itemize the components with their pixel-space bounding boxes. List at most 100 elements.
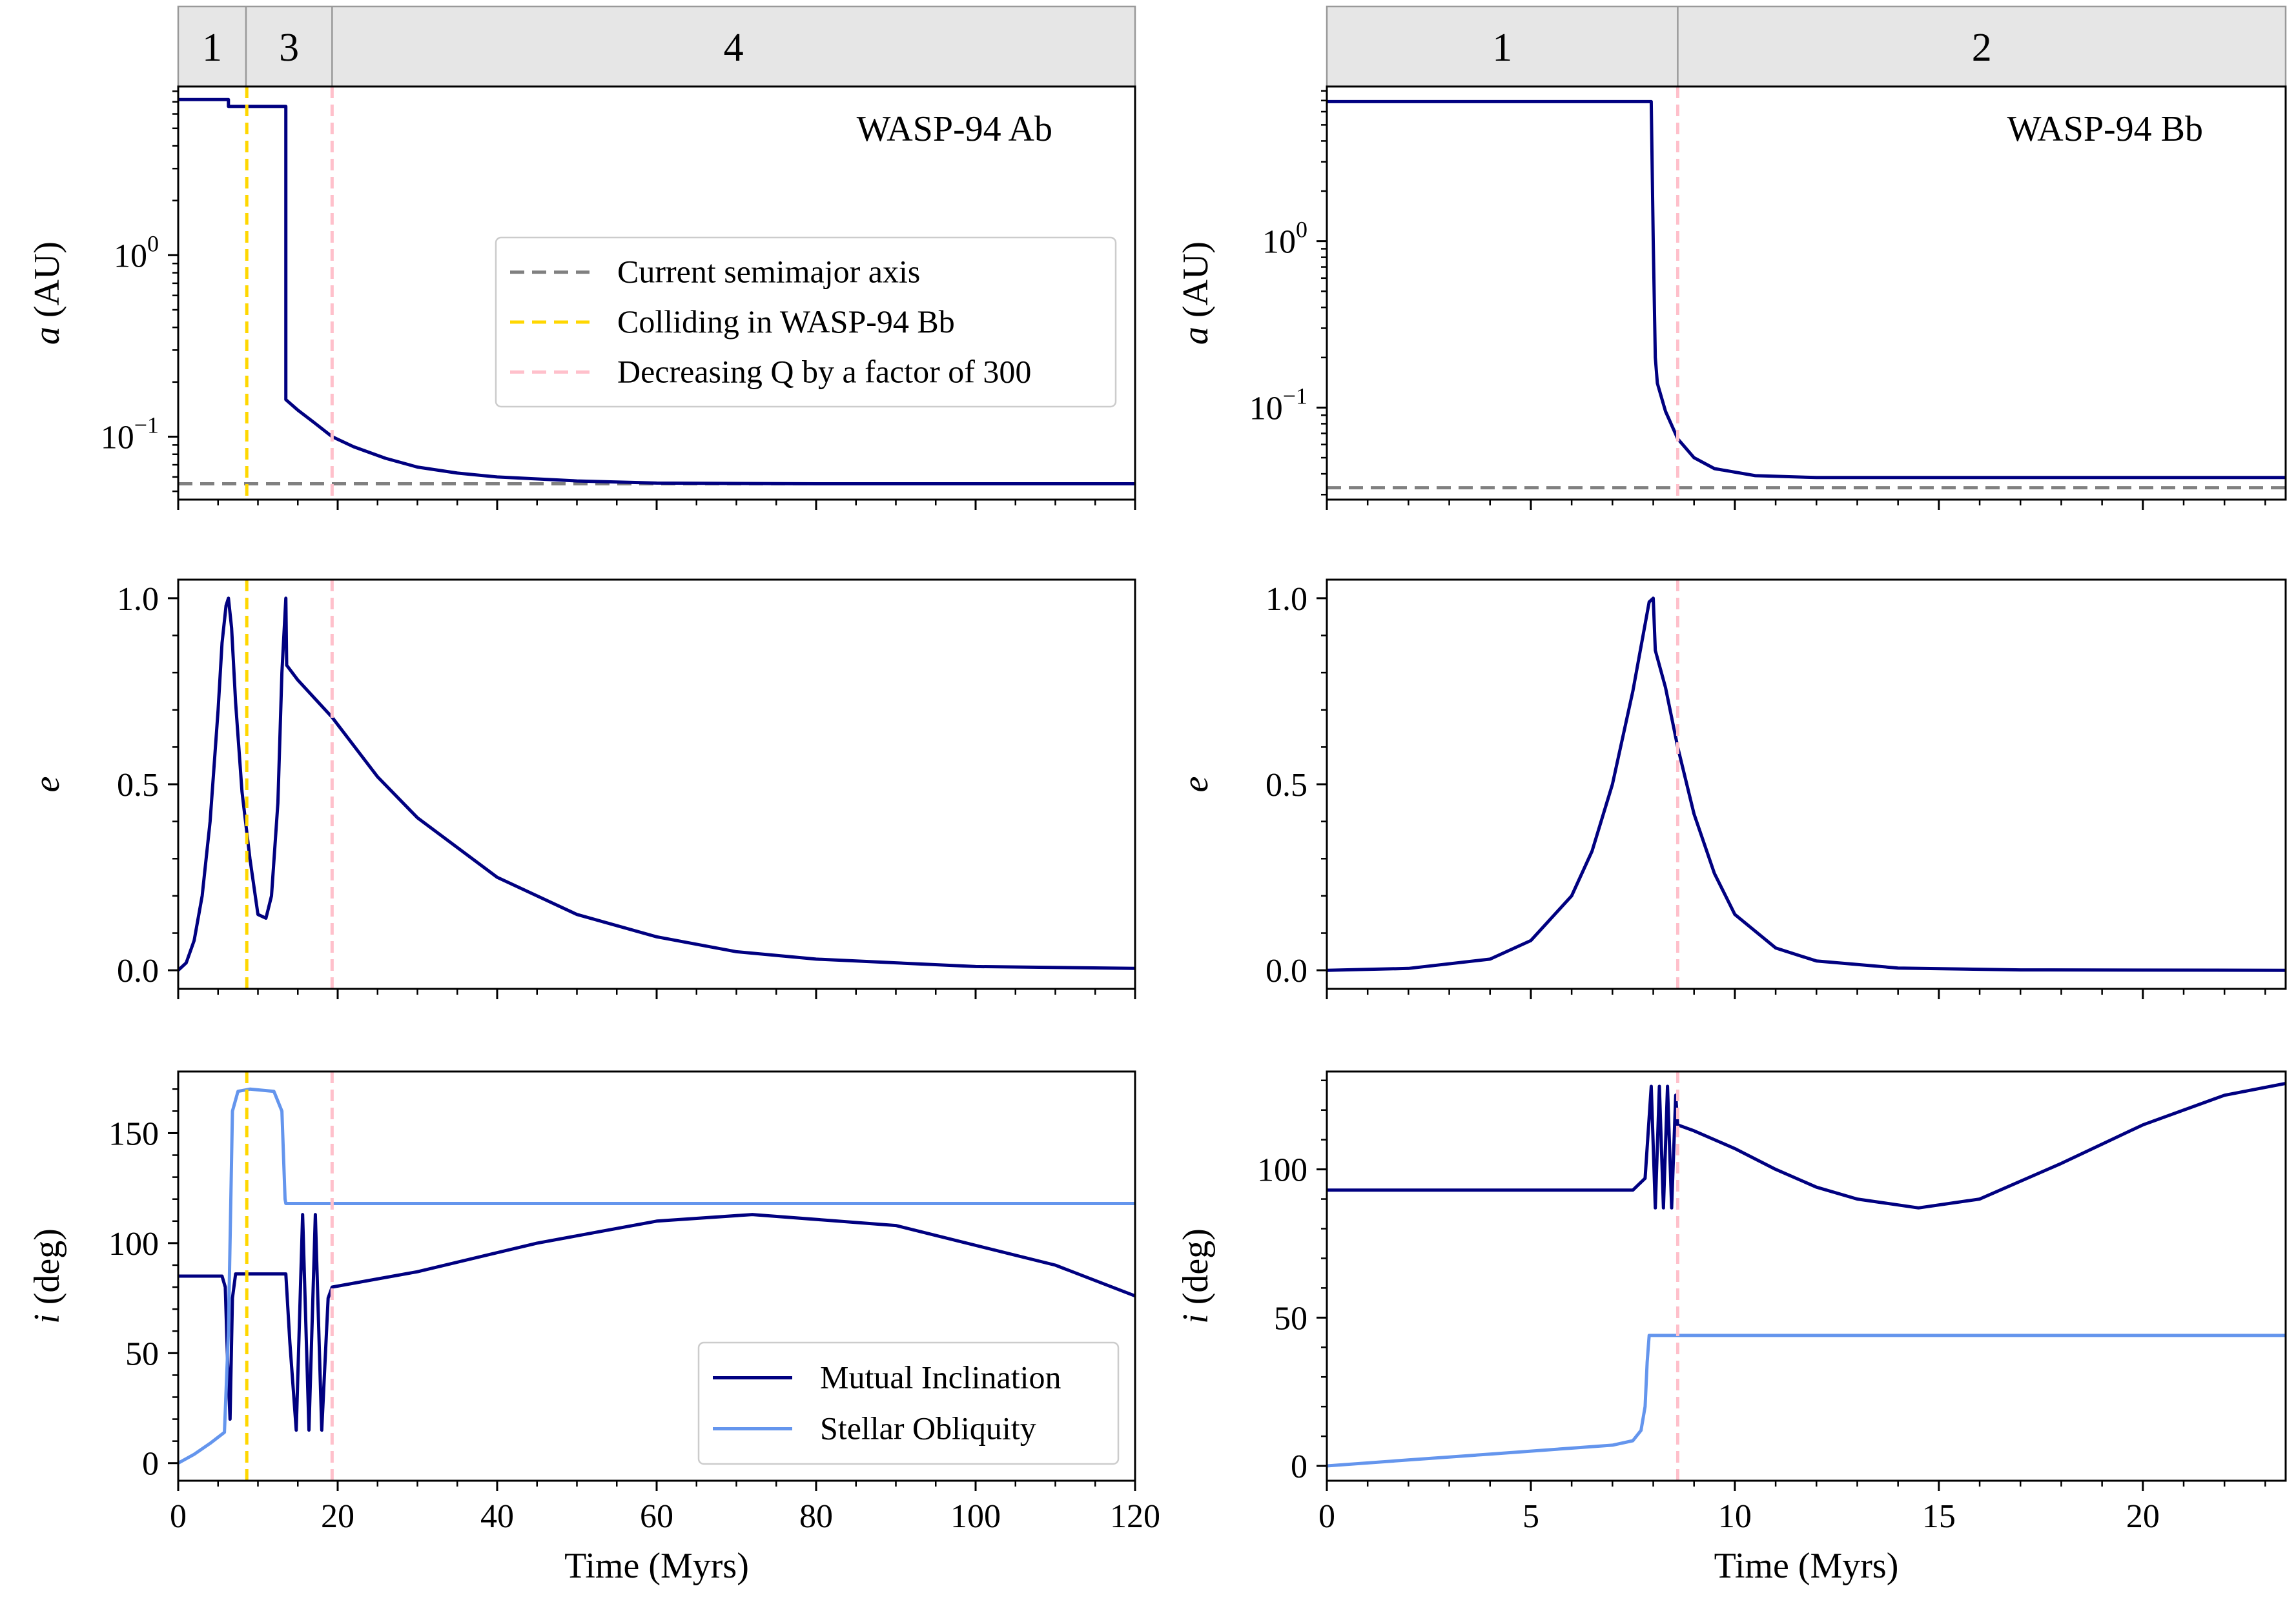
x-tick-label: 5	[1522, 1498, 1539, 1535]
y-tick-label: 50	[1274, 1300, 1307, 1337]
y-axis: 0.0 0.5 1.0	[1266, 581, 1327, 990]
y-label-unit: (AU)	[1176, 241, 1216, 327]
y-axis-label: a (AU)	[1176, 241, 1216, 345]
y-tick-label: 10−1	[101, 412, 159, 456]
y-label-variable: e	[1176, 777, 1216, 793]
y-label-variable: e	[27, 777, 67, 793]
series-line-e	[178, 596, 1135, 972]
y-tick-label: 0	[142, 1446, 159, 1483]
series-line-stellar-obliquity	[1327, 1334, 2286, 1468]
phase-label-4: 4	[724, 26, 744, 70]
y-tick-label: 100	[1262, 217, 1307, 261]
y-axis: 0 50 100	[1257, 1152, 1327, 1485]
legend: Current semimajor axis Colliding in WASP-…	[495, 236, 1117, 408]
x-axis	[177, 500, 1136, 510]
chart-B_mid: 0.0 0.5 1.0 e	[1176, 578, 2287, 999]
minor-ticks	[1321, 597, 2266, 995]
series-line-a	[1327, 99, 2286, 480]
tick-exponent: −1	[134, 412, 159, 438]
x-axis	[1326, 500, 2144, 510]
x-tick-label: 20	[321, 1498, 354, 1535]
y-tick-label: 0.5	[1266, 767, 1307, 804]
tick-exponent: 0	[1296, 217, 1307, 243]
phase-label-1: 1	[1492, 26, 1512, 70]
tick-base: 10	[1249, 390, 1283, 427]
legend-label: Stellar Obliquity	[820, 1410, 1036, 1447]
y-label-variable: i	[1176, 1314, 1216, 1324]
legend-label: Colliding in WASP-94 Bb	[617, 303, 955, 340]
y-axis: 0 50 100 150	[108, 1115, 178, 1483]
y-label-variable: a	[27, 327, 67, 345]
tick-base: 10	[101, 419, 134, 456]
axes-frame	[177, 85, 1136, 501]
y-tick-label: 0.0	[1266, 953, 1307, 990]
tick-exponent: −1	[1283, 383, 1307, 409]
tick-exponent: 0	[147, 230, 159, 256]
x-axis-label: Time (Myrs)	[1714, 1546, 1899, 1586]
minor-ticks	[1321, 90, 2266, 505]
y-tick-label: 1.0	[1266, 581, 1307, 618]
y-tick-label: 100	[114, 230, 159, 274]
phase-strip: 1 3 4	[177, 5, 1136, 88]
x-tick-label: 100	[950, 1498, 1001, 1535]
legend-label: Current semimajor axis	[617, 254, 920, 290]
phase-label-2: 2	[1972, 26, 1992, 70]
plot-area	[1327, 580, 2286, 989]
y-tick-label: 0	[1291, 1448, 1307, 1485]
plot-area	[178, 86, 1135, 500]
x-tick-label: 120	[1110, 1498, 1160, 1535]
legend-label: Mutual Inclination	[820, 1359, 1061, 1396]
axes-frame	[177, 578, 1136, 990]
y-tick-label: 0.0	[117, 953, 159, 990]
plot-area	[1327, 86, 2286, 500]
axes-frame	[1326, 85, 2287, 501]
series-line-mutual-inclination	[178, 1213, 1135, 1432]
series-line-stellar-obliquity	[178, 1087, 1135, 1465]
y-label-variable: a	[1176, 327, 1216, 345]
legend: Mutual Inclination Stellar Obliquity	[697, 1341, 1120, 1465]
y-tick-label: 100	[108, 1226, 159, 1263]
y-axis: 0.0 0.5 1.0	[117, 581, 178, 990]
phase-label-3: 3	[279, 26, 299, 70]
y-tick-label: 100	[1257, 1152, 1307, 1189]
phase-strip-background	[177, 5, 1136, 88]
y-label-variable: i	[27, 1314, 67, 1324]
y-axis-label: e	[27, 777, 67, 793]
axes-frame	[1326, 578, 2287, 990]
tick-base: 10	[1262, 224, 1296, 261]
x-tick-label: 40	[480, 1498, 514, 1535]
y-label-unit: (AU)	[27, 241, 67, 327]
y-axis-label: i (deg)	[1176, 1228, 1216, 1324]
x-axis	[177, 989, 1136, 999]
chart-A_bot: 0 20 40 60 80 100 120 0 50 100 150 i (deg) Time (Myr…	[27, 1070, 1160, 1586]
x-tick-label: 10	[1718, 1498, 1752, 1535]
x-tick-label: 20	[2126, 1498, 2160, 1535]
y-tick-label: 1.0	[117, 581, 159, 618]
y-tick-label: 10−1	[1249, 383, 1307, 427]
x-axis-label: Time (Myrs)	[564, 1546, 749, 1586]
tick-base: 10	[114, 238, 147, 274]
panel-title: WASP-94 Bb	[2007, 109, 2203, 149]
series-line-a	[178, 97, 1135, 485]
y-tick-label: 0.5	[117, 767, 159, 804]
series-line-mutual-inclination	[1327, 1081, 2286, 1210]
x-axis: 0 20 40 60 80 100 120	[170, 1481, 1160, 1535]
x-tick-label: 60	[640, 1498, 673, 1535]
y-axis-label: i (deg)	[27, 1228, 67, 1324]
x-tick-label: 0	[1318, 1498, 1335, 1535]
plot-area	[178, 1072, 1135, 1481]
y-label-unit: (deg)	[27, 1228, 67, 1314]
x-tick-label: 80	[799, 1498, 833, 1535]
plot-area	[1327, 1072, 2286, 1481]
legend-box	[697, 1341, 1120, 1465]
panel-title: WASP-94 Ab	[857, 109, 1052, 149]
y-tick-label: 150	[108, 1115, 159, 1152]
chart-A_mid: 0.0 0.5 1.0 e	[27, 578, 1136, 999]
legend-label: Decreasing Q by a factor of 300	[617, 353, 1031, 389]
minor-ticks	[1321, 1079, 2266, 1487]
